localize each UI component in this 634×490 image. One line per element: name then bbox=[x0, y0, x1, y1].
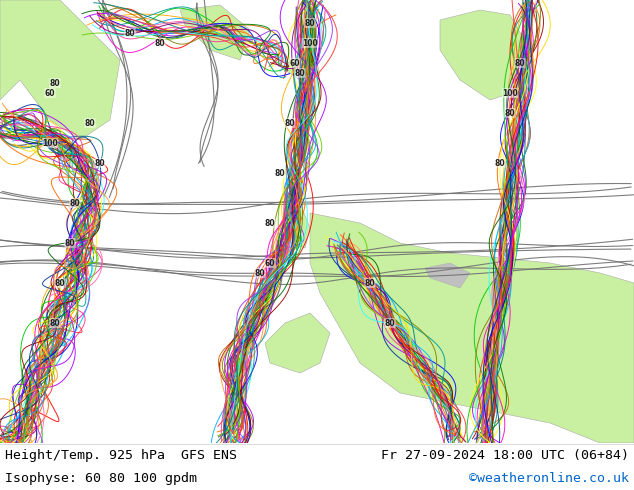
Text: 80: 80 bbox=[285, 119, 295, 127]
Text: 80: 80 bbox=[275, 169, 285, 177]
Text: 80: 80 bbox=[70, 198, 81, 207]
Text: 80: 80 bbox=[365, 278, 375, 288]
Text: 80: 80 bbox=[94, 158, 105, 168]
Text: Fr 27-09-2024 18:00 UTC (06+84): Fr 27-09-2024 18:00 UTC (06+84) bbox=[381, 449, 629, 462]
Text: 80: 80 bbox=[505, 108, 515, 118]
Text: 80: 80 bbox=[495, 158, 505, 168]
Text: 80: 80 bbox=[85, 119, 95, 127]
Text: Height/Temp. 925 hPa  GFS ENS: Height/Temp. 925 hPa GFS ENS bbox=[5, 449, 237, 462]
Text: 80: 80 bbox=[255, 269, 265, 277]
Text: 80: 80 bbox=[385, 318, 396, 327]
Text: 80: 80 bbox=[264, 219, 275, 227]
Polygon shape bbox=[425, 263, 470, 288]
Text: Isophyse: 60 80 100 gpdm: Isophyse: 60 80 100 gpdm bbox=[5, 472, 197, 485]
Text: 60: 60 bbox=[290, 58, 301, 68]
Text: 80: 80 bbox=[305, 19, 315, 27]
Text: 80: 80 bbox=[65, 239, 75, 247]
Text: ©weatheronline.co.uk: ©weatheronline.co.uk bbox=[469, 472, 629, 485]
Text: 100: 100 bbox=[502, 89, 518, 98]
Text: 80: 80 bbox=[125, 28, 135, 38]
Text: 80: 80 bbox=[55, 278, 65, 288]
Text: 60: 60 bbox=[265, 259, 275, 268]
Text: 80: 80 bbox=[515, 58, 526, 68]
Text: 80: 80 bbox=[49, 78, 60, 88]
Text: 80: 80 bbox=[295, 69, 306, 77]
Text: 60: 60 bbox=[45, 89, 55, 98]
Text: 100: 100 bbox=[42, 139, 58, 147]
Text: 80: 80 bbox=[49, 318, 60, 327]
Text: 80: 80 bbox=[155, 39, 165, 48]
Text: 100: 100 bbox=[302, 39, 318, 48]
